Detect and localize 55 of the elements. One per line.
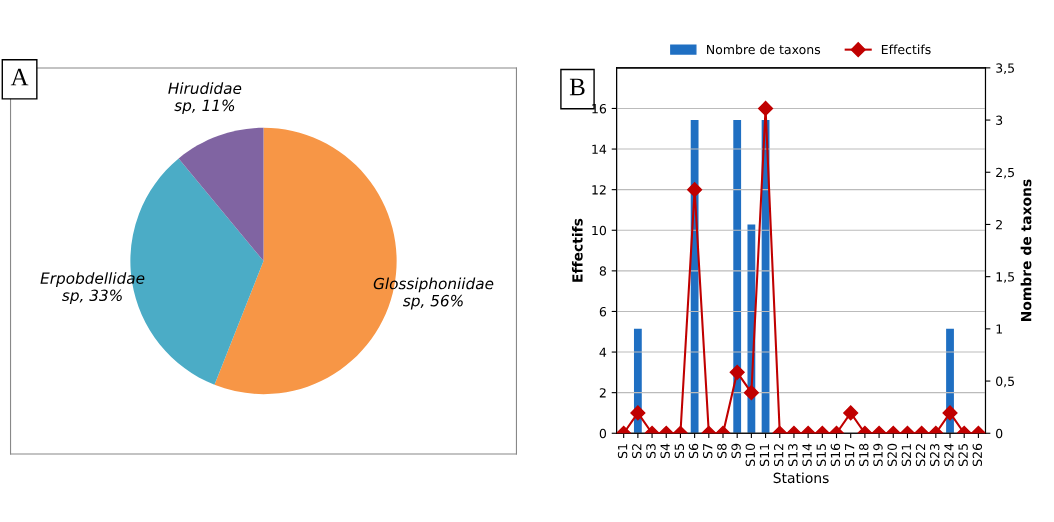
- x-tick-label: S12: [773, 444, 784, 466]
- y-tick-label: 4: [599, 347, 607, 357]
- y2-axis-title: Nombre de taxons: [1020, 179, 1032, 322]
- x-tick-label: S21: [901, 444, 912, 466]
- y-axis-title: Effectifs: [571, 218, 583, 282]
- x-tick-label: S3: [646, 443, 656, 459]
- legend-label: Effectifs: [881, 44, 931, 55]
- x-tick-label: S4: [660, 443, 670, 459]
- x-tick-label: S17: [844, 444, 855, 466]
- x-tick-label: S2: [632, 444, 642, 459]
- text: B: [569, 78, 585, 96]
- y2-tick-label: 3: [996, 115, 1003, 125]
- bar: [733, 120, 742, 434]
- x-tick-label: S16: [830, 443, 841, 466]
- x-tick-label: S13: [788, 443, 798, 466]
- y-tick-label: 10: [592, 225, 607, 236]
- x-tick-label: S15: [816, 444, 826, 466]
- x-tick-label: S5: [674, 444, 685, 459]
- x-tick-label: S1: [617, 444, 628, 459]
- x-tick-label: S26: [972, 443, 983, 466]
- x-tick-label: S10: [745, 443, 756, 466]
- x-tick-label: S19: [873, 443, 883, 466]
- y-tick-label: 6: [599, 306, 607, 317]
- point: [757, 100, 774, 117]
- pie-slice: [178, 127, 264, 261]
- x-tick-label: S23: [930, 443, 940, 466]
- x-tick-label: S18: [859, 443, 869, 466]
- y2-tick-label: 2: [996, 219, 1002, 230]
- x-tick-label: S9: [731, 443, 741, 459]
- x-tick-label: S20: [887, 443, 897, 466]
- y2-tick-label: 0,5: [996, 376, 1014, 388]
- y-tick-label: 16: [592, 103, 607, 114]
- y2-tick-label: 3,5: [996, 63, 1014, 75]
- x-tick-label: S25: [958, 444, 968, 466]
- x-tick-label: S8: [717, 443, 727, 459]
- text: A: [10, 68, 29, 86]
- x-tick-label: S11: [759, 444, 770, 466]
- x-tick-label: S24: [944, 443, 954, 466]
- y2-tick-label: 0: [996, 428, 1003, 439]
- y-tick-label: 8: [599, 266, 607, 276]
- slice-label: Hirudidae sp, 11%: [168, 82, 242, 115]
- y-tick-label: 12: [592, 185, 606, 195]
- y2-tick-label: 2,5: [996, 167, 1014, 179]
- point: [687, 182, 703, 198]
- x-tick-label: S7: [702, 444, 713, 459]
- y2-tick-label: 1,5: [996, 272, 1014, 283]
- x-tick-label: S22: [915, 444, 926, 466]
- y-tick-label: 2: [599, 388, 606, 398]
- x-tick-label: S6: [688, 443, 699, 459]
- y2-tick-label: 1: [996, 324, 1003, 334]
- x-tick-label: S14: [802, 443, 812, 466]
- x-axis-title: Stations: [773, 472, 829, 484]
- y-tick-label: 0: [599, 428, 607, 439]
- legend-label: Nombre de taxons: [707, 44, 821, 55]
- y-tick-label: 14: [592, 144, 607, 154]
